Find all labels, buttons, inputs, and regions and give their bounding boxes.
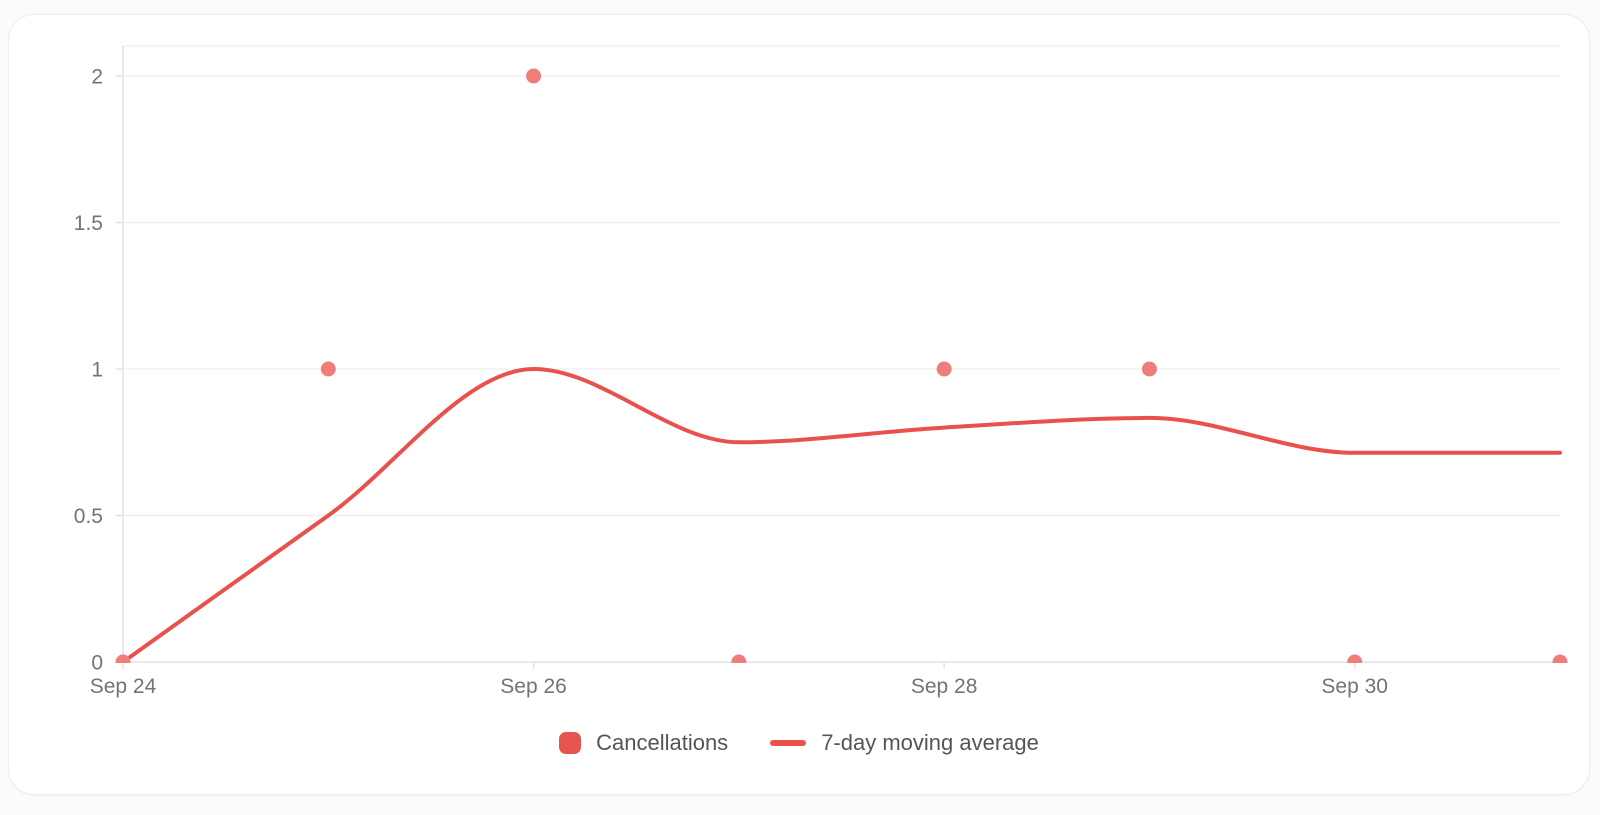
scatter-point[interactable] — [731, 654, 747, 670]
x-tick-label: Sep 24 — [90, 675, 157, 698]
y-tick-label: 0 — [91, 652, 103, 675]
scatter-point[interactable] — [1347, 654, 1363, 670]
legend-item-cancellations[interactable]: Cancellations — [559, 732, 728, 754]
scatter-point[interactable] — [526, 68, 542, 84]
legend-label-cancellations: Cancellations — [596, 730, 729, 755]
x-tick-label: Sep 28 — [911, 675, 978, 698]
scatter-point[interactable] — [1552, 654, 1568, 670]
legend-label-moving-average: 7-day moving average — [821, 730, 1039, 755]
x-tick-label: Sep 26 — [500, 675, 567, 698]
scatter-point[interactable] — [1141, 361, 1157, 377]
chart-card: 0 0.5 1 1.5 2 Sep 24 Sep 26 Sep 28 Sep 30 Cancel… — [8, 14, 1590, 795]
y-tick-label: 2 — [91, 66, 103, 89]
y-tick-label: 1 — [91, 359, 103, 382]
x-tick-label: Sep 30 — [1321, 675, 1388, 698]
legend-item-moving-average[interactable]: 7-day moving average — [770, 732, 1039, 754]
cancellations-chart: 0 0.5 1 1.5 2 Sep 24 Sep 26 Sep 28 Sep 30 — [74, 45, 1568, 698]
moving-average-marker-icon — [770, 740, 807, 746]
scatter-point[interactable] — [320, 361, 336, 377]
scatter-point[interactable] — [936, 361, 952, 377]
moving-average-line — [121, 367, 1562, 663]
chart-legend: Cancellations 7-day moving average — [9, 727, 1589, 759]
y-tick-label: 0.5 — [74, 505, 103, 528]
cancellations-marker-icon — [559, 732, 582, 754]
y-tick-label: 1.5 — [74, 212, 103, 235]
scatter-point[interactable] — [115, 654, 131, 670]
